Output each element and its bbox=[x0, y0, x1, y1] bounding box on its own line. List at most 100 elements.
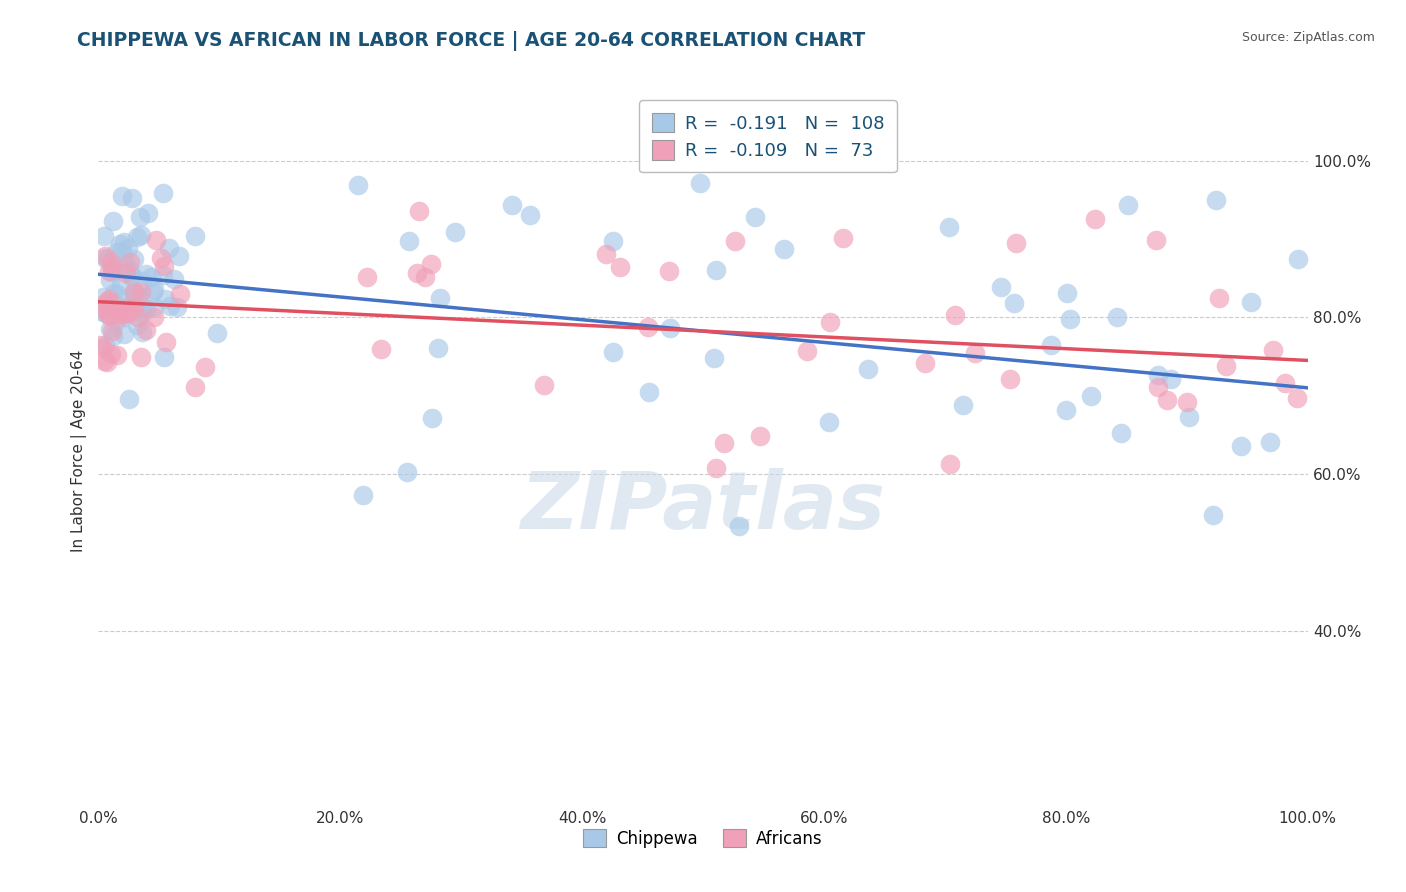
Point bbox=[101, 214, 124, 228]
Point bbox=[100, 347, 122, 361]
Point bbox=[131, 326, 153, 340]
Point bbox=[1084, 212, 1107, 227]
Point bbox=[1040, 337, 1063, 351]
Point bbox=[127, 318, 149, 332]
Point bbox=[703, 351, 725, 365]
Point bbox=[142, 310, 165, 325]
Text: Source: ZipAtlas.com: Source: ZipAtlas.com bbox=[1241, 31, 1375, 45]
Point bbox=[145, 233, 167, 247]
Point bbox=[952, 398, 974, 412]
Point bbox=[104, 314, 127, 328]
Text: ZIPatlas: ZIPatlas bbox=[520, 467, 886, 546]
Point bbox=[131, 306, 153, 320]
Point bbox=[1175, 395, 1198, 409]
Point bbox=[97, 252, 120, 266]
Point bbox=[111, 308, 134, 322]
Point bbox=[728, 519, 751, 533]
Point bbox=[1000, 371, 1022, 385]
Point bbox=[818, 315, 841, 329]
Point bbox=[159, 299, 181, 313]
Point bbox=[396, 465, 419, 479]
Point bbox=[1229, 439, 1251, 453]
Point bbox=[97, 293, 120, 308]
Point bbox=[1178, 410, 1201, 425]
Point bbox=[115, 267, 138, 281]
Point bbox=[112, 301, 135, 315]
Point bbox=[194, 360, 217, 375]
Point bbox=[1286, 252, 1309, 267]
Point bbox=[93, 354, 115, 368]
Point bbox=[602, 344, 624, 359]
Legend: Chippewa, Africans: Chippewa, Africans bbox=[576, 822, 830, 855]
Point bbox=[110, 304, 132, 318]
Point bbox=[914, 356, 936, 370]
Point bbox=[103, 295, 125, 310]
Point bbox=[637, 384, 659, 399]
Point bbox=[1056, 285, 1078, 300]
Point bbox=[370, 342, 392, 356]
Point bbox=[121, 191, 143, 205]
Point bbox=[420, 411, 443, 425]
Point bbox=[94, 306, 117, 320]
Point bbox=[103, 286, 125, 301]
Point bbox=[94, 251, 117, 265]
Point bbox=[724, 234, 747, 248]
Point bbox=[136, 205, 159, 219]
Point bbox=[143, 300, 166, 314]
Point bbox=[94, 248, 117, 262]
Point bbox=[415, 269, 437, 284]
Point bbox=[135, 323, 157, 337]
Point bbox=[129, 210, 152, 224]
Point bbox=[938, 219, 960, 234]
Point bbox=[149, 251, 172, 265]
Point bbox=[124, 287, 146, 301]
Point bbox=[1156, 393, 1178, 408]
Point bbox=[356, 270, 378, 285]
Point bbox=[443, 225, 465, 239]
Point bbox=[153, 260, 176, 274]
Point bbox=[1160, 372, 1182, 386]
Point bbox=[1109, 425, 1132, 440]
Point bbox=[101, 329, 124, 343]
Point bbox=[112, 254, 135, 268]
Point bbox=[135, 268, 157, 282]
Point bbox=[142, 285, 165, 299]
Point bbox=[1274, 376, 1296, 391]
Point bbox=[100, 261, 122, 276]
Text: CHIPPEWA VS AFRICAN IN LABOR FORCE | AGE 20-64 CORRELATION CHART: CHIPPEWA VS AFRICAN IN LABOR FORCE | AGE… bbox=[77, 31, 866, 51]
Point bbox=[101, 265, 124, 279]
Point bbox=[110, 261, 132, 276]
Point bbox=[1286, 391, 1309, 405]
Point bbox=[96, 355, 118, 369]
Point bbox=[1258, 434, 1281, 449]
Point bbox=[112, 235, 135, 249]
Point bbox=[157, 241, 180, 255]
Point bbox=[405, 267, 427, 281]
Point bbox=[990, 279, 1012, 293]
Point bbox=[120, 297, 142, 311]
Point bbox=[121, 268, 143, 283]
Point bbox=[167, 249, 190, 263]
Point bbox=[110, 244, 132, 258]
Point bbox=[1208, 291, 1230, 305]
Point bbox=[1205, 193, 1227, 207]
Point bbox=[97, 308, 120, 322]
Point bbox=[122, 252, 145, 266]
Point bbox=[1004, 236, 1026, 251]
Point bbox=[112, 307, 135, 321]
Point bbox=[142, 282, 165, 296]
Point bbox=[1080, 389, 1102, 403]
Point bbox=[704, 263, 727, 277]
Point bbox=[121, 270, 143, 285]
Point bbox=[1054, 403, 1077, 417]
Point bbox=[93, 302, 115, 317]
Point bbox=[152, 268, 174, 283]
Point bbox=[748, 429, 770, 443]
Point bbox=[131, 301, 153, 315]
Point bbox=[1146, 368, 1168, 382]
Point bbox=[118, 262, 141, 277]
Point bbox=[184, 380, 207, 394]
Point bbox=[429, 291, 451, 305]
Point bbox=[98, 273, 121, 287]
Point bbox=[419, 257, 441, 271]
